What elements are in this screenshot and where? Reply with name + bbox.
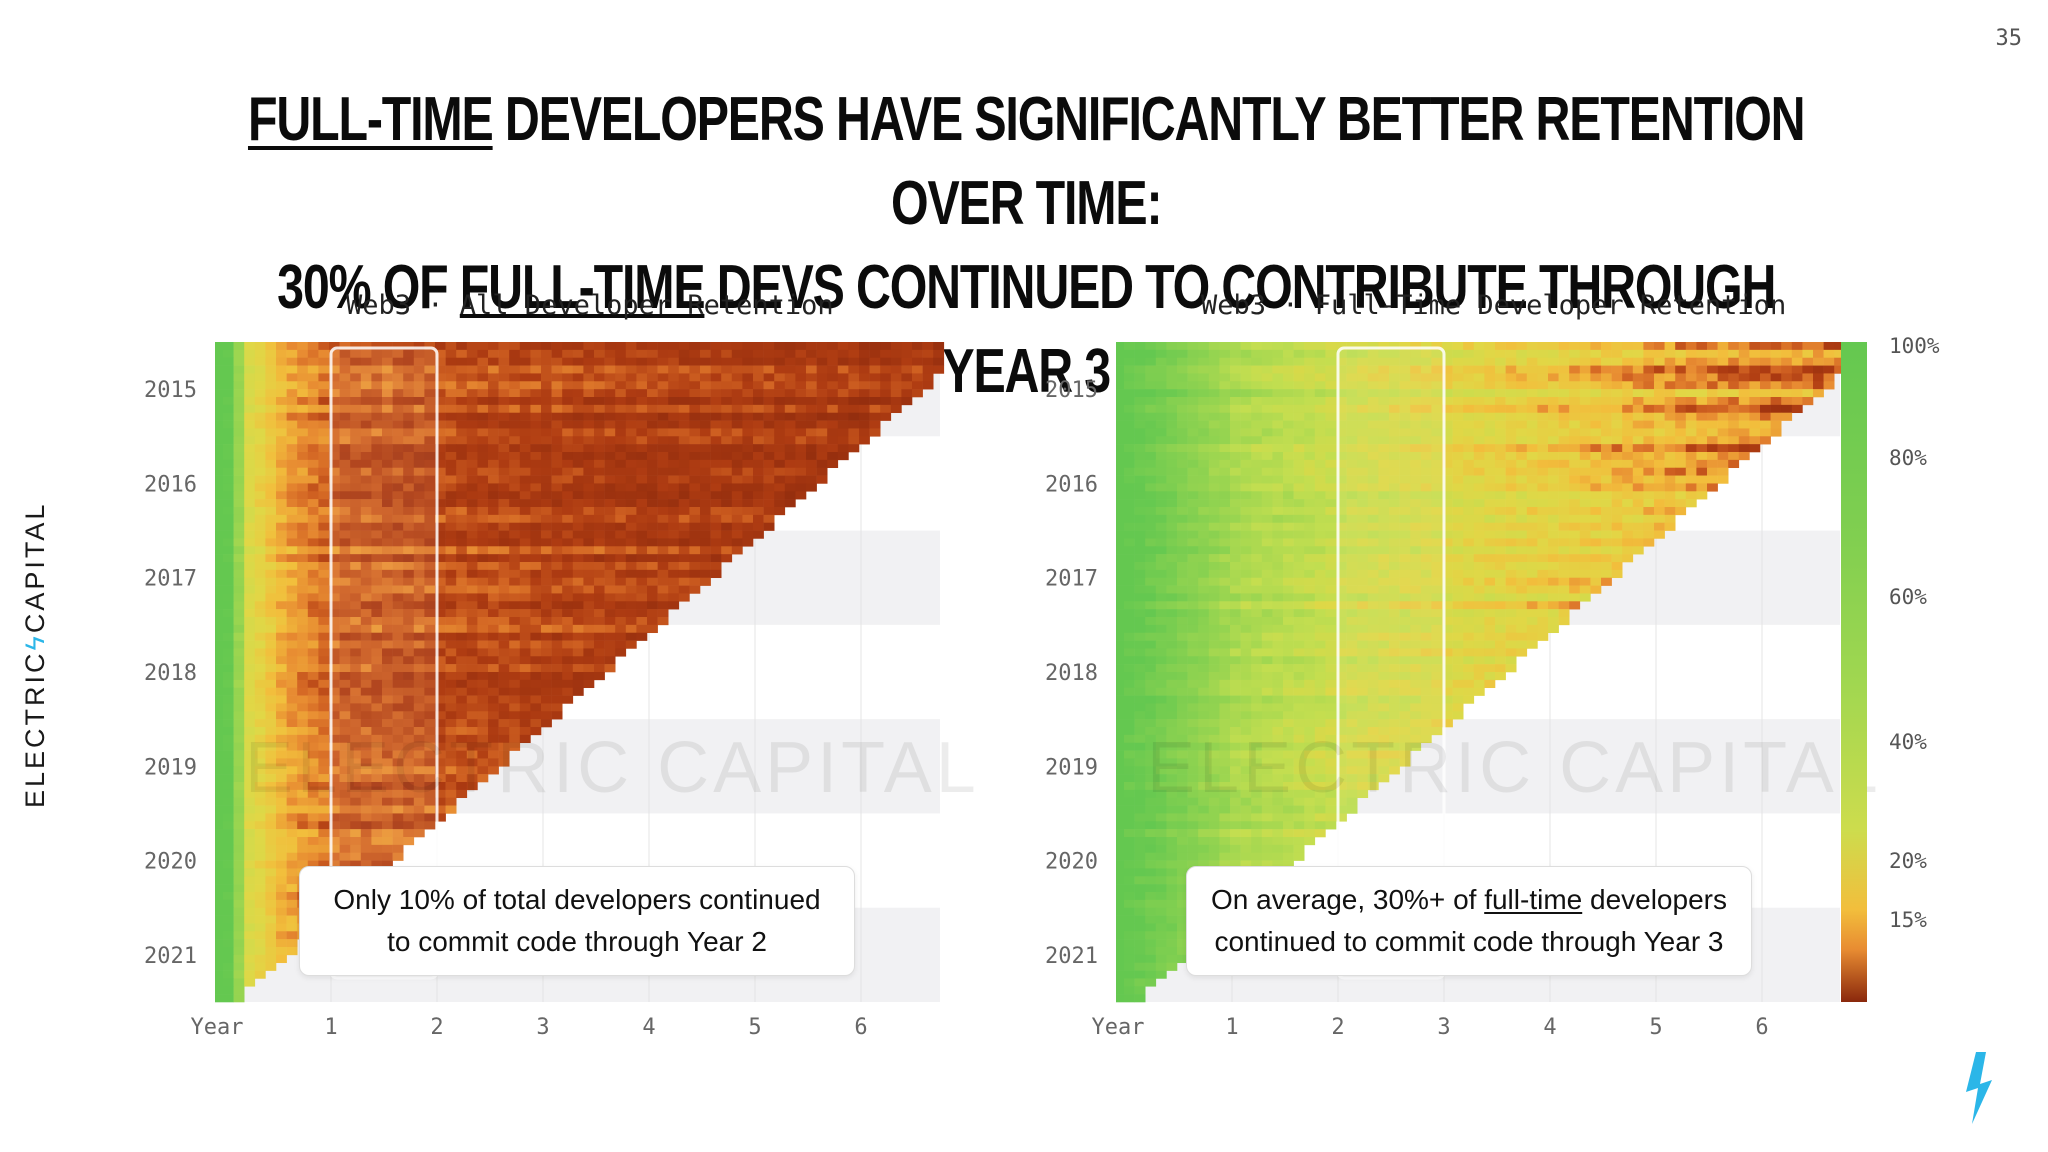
left-callout-text: Only 10% of total developers continued t… [333,884,821,957]
highlight-column [329,346,439,980]
legend-tick-80: 80% [1889,446,1927,471]
y-tick-2015: 2015 [1045,378,1098,403]
color-legend-bar [1841,342,1867,1002]
right-callout-link[interactable]: full-time [1484,884,1583,915]
right-callout-suffix: developers continued to commit code thro… [1214,884,1727,957]
legend-tick-15: 15% [1889,908,1927,933]
legend-tick-20: 20% [1889,848,1927,873]
x-tick-1: 1 [1225,1015,1238,1040]
y-tick-2017: 2017 [144,567,197,592]
y-tick-2016: 2016 [144,472,197,497]
headline-line-1: FULL-TIME DEVELOPERS HAVE SIGNIFICANTLY … [227,78,1824,246]
lightning-bolt-icon [1966,1052,1992,1124]
y-tick-2020: 2020 [144,850,197,875]
headline-line-1-segment-1: DEVELOPERS HAVE SIGNIFICANTLY BETTER RET… [492,85,1806,238]
x-tick-3: 3 [1437,1015,1450,1040]
y-tick-2019: 2019 [1045,755,1098,780]
x-tick-1: 1 [324,1015,337,1040]
x-tick-6: 6 [854,1015,867,1040]
x-tick-5: 5 [748,1015,761,1040]
legend-tick-100: 100% [1889,334,1940,358]
y-tick-2019: 2019 [144,755,197,780]
watermark-text: ELECTRIC CAPITAL [1147,728,1882,808]
headline-line-2: 30% OF FULL-TIME DEVS CONTINUED TO CONTR… [227,246,1824,414]
x-tick-5: 5 [1649,1015,1662,1040]
legend-tick-60: 60% [1889,584,1927,609]
headline-line-2-segment-1: FULL-TIME [459,253,706,322]
left-callout: Only 10% of total developers continued t… [299,866,855,976]
x-tick-4: 4 [642,1015,655,1040]
page-number: 35 [1995,26,2023,51]
heatmap-panel-1: ELECTRIC CAPITAL 2015 2016 2017 2018 2019 2020… [1045,342,1882,1040]
headline-line-1-segment-0: FULL-TIME [247,85,494,154]
highlight-column [1336,346,1446,980]
right-callout: On average, 30%+ of full-time developers… [1186,866,1752,976]
right-callout-prefix: On average, 30%+ of [1211,884,1485,915]
y-tick-2015: 2015 [144,378,197,403]
legend-tick-40: 40% [1889,730,1927,754]
headline: FULL-TIME DEVELOPERS HAVE SIGNIFICANTLY … [227,78,1824,414]
x-axis-label: Year [1092,1015,1145,1040]
x-axis-label: Year [191,1015,244,1040]
x-tick-4: 4 [1543,1015,1556,1040]
x-tick-6: 6 [1755,1015,1768,1040]
left-chart-title: Web3 · All Developer Retention [346,290,834,321]
x-tick-2: 2 [430,1015,443,1040]
x-tick-2: 2 [1331,1015,1344,1040]
y-tick-2020: 2020 [1045,850,1098,875]
right-chart-title: Web3 · Full-Time Developer Retention [1201,290,1787,321]
y-tick-2018: 2018 [1045,661,1098,686]
y-tick-2021: 2021 [144,944,197,969]
heatmap-panel-0: ELECTRIC CAPITAL 2015 2016 2017 2018 2019 2020… [144,342,980,1040]
y-tick-2016: 2016 [1045,472,1098,497]
headline-line-2-segment-0: 30% OF [277,253,460,322]
headline-line-2-segment-2: DEVS CONTINUED TO CONTRIBUTE THROUGH YEA… [704,253,1777,406]
y-tick-2018: 2018 [144,661,197,686]
x-tick-3: 3 [536,1015,549,1040]
y-tick-2021: 2021 [1045,944,1098,969]
watermark-text: ELECTRIC CAPITAL [245,728,980,808]
y-tick-2017: 2017 [1045,567,1098,592]
